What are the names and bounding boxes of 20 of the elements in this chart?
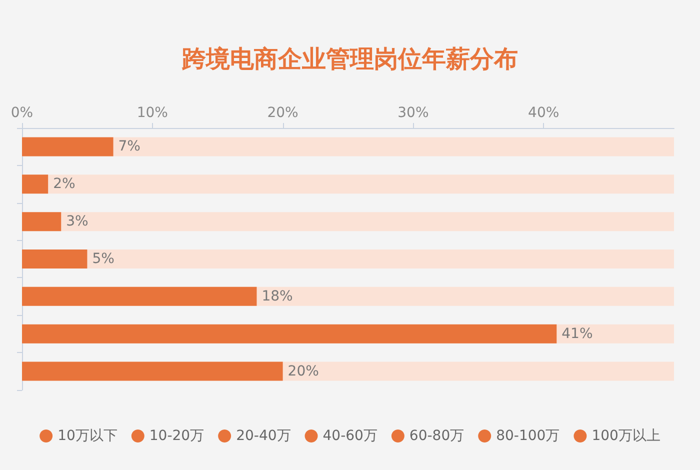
legend-label: 80-100万 [496, 428, 560, 444]
x-tick-label: 0% [10, 105, 34, 121]
legend-label: 100万以上 [592, 428, 660, 444]
legend-label: 40-60万 [322, 428, 378, 444]
x-tick-label: 10% [136, 105, 168, 121]
data-label: 7% [118, 138, 140, 155]
x-tick-label: 40% [528, 105, 560, 121]
x-tick-label: 30% [398, 105, 429, 121]
legend-label: 10-20万 [149, 428, 204, 444]
chart-title: 跨境电商企业管理岗位年薪分布 [181, 45, 518, 73]
data-label: 3% [66, 214, 88, 230]
data-label: 2% [53, 176, 76, 192]
data-label: 41% [562, 326, 593, 342]
legend-label: 10万以下 [58, 428, 118, 444]
x-tick-label: 20% [267, 105, 298, 121]
data-label: 20% [288, 363, 319, 380]
data-label: 5% [92, 251, 114, 267]
legend-label: 60-80万 [409, 428, 464, 444]
data-label: 18% [262, 288, 293, 304]
legend-label: 20-40万 [236, 428, 291, 444]
